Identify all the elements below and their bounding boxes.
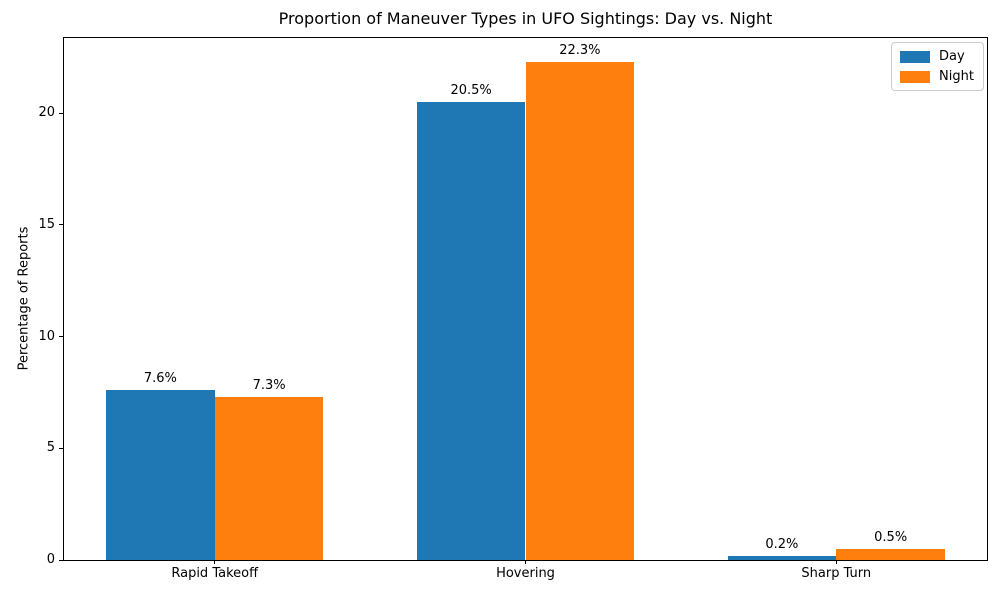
y-tick-mark bbox=[59, 447, 63, 449]
legend: Day Night bbox=[891, 42, 984, 91]
bar-value-label-night-0: 7.3% bbox=[252, 377, 286, 393]
bar-value-label-night-2: 0.5% bbox=[874, 529, 908, 545]
bar-night-0 bbox=[214, 396, 324, 560]
legend-entry-night: Night bbox=[900, 69, 974, 84]
y-tick-label: 5 bbox=[46, 440, 55, 456]
bar-value-label-day-1: 20.5% bbox=[450, 83, 492, 99]
legend-swatch-day-icon bbox=[900, 50, 930, 63]
y-tick-mark bbox=[59, 224, 63, 226]
x-tick-mark bbox=[835, 560, 837, 564]
y-tick-label: 15 bbox=[38, 216, 55, 232]
bar-day-1 bbox=[416, 102, 526, 560]
y-axis-label: Percentage of Reports bbox=[16, 226, 32, 371]
y-tick-label: 0 bbox=[46, 552, 55, 567]
bar-value-label-night-1: 22.3% bbox=[559, 42, 601, 58]
bar-value-label-day-0: 7.6% bbox=[143, 371, 177, 387]
legend-swatch-night-icon bbox=[900, 70, 930, 83]
x-tick-mark bbox=[214, 560, 216, 564]
bar-value-label-day-2: 0.2% bbox=[765, 536, 799, 552]
y-tick-mark bbox=[59, 112, 63, 114]
bar-night-2 bbox=[836, 548, 946, 560]
x-tick-label-hovering: Hovering bbox=[496, 566, 555, 581]
y-tick-label: 20 bbox=[38, 105, 55, 121]
x-tick-label-sharp-turn: Sharp Turn bbox=[801, 566, 872, 581]
x-tick-label-rapid-takeoff: Rapid Takeoff bbox=[171, 566, 259, 581]
bar-night-1 bbox=[525, 61, 635, 560]
y-tick-mark bbox=[59, 336, 63, 338]
legend-label-day: Day bbox=[939, 49, 965, 64]
bar-day-0 bbox=[105, 390, 215, 560]
y-tick-mark bbox=[59, 559, 63, 561]
bar-day-2 bbox=[727, 555, 837, 560]
legend-label-night: Night bbox=[939, 69, 974, 84]
chart-title: Proportion of Maneuver Types in UFO Sigh… bbox=[278, 9, 773, 28]
x-tick-mark bbox=[525, 560, 526, 564]
y-tick-label: 10 bbox=[38, 328, 55, 344]
legend-entry-day: Day bbox=[900, 49, 974, 64]
